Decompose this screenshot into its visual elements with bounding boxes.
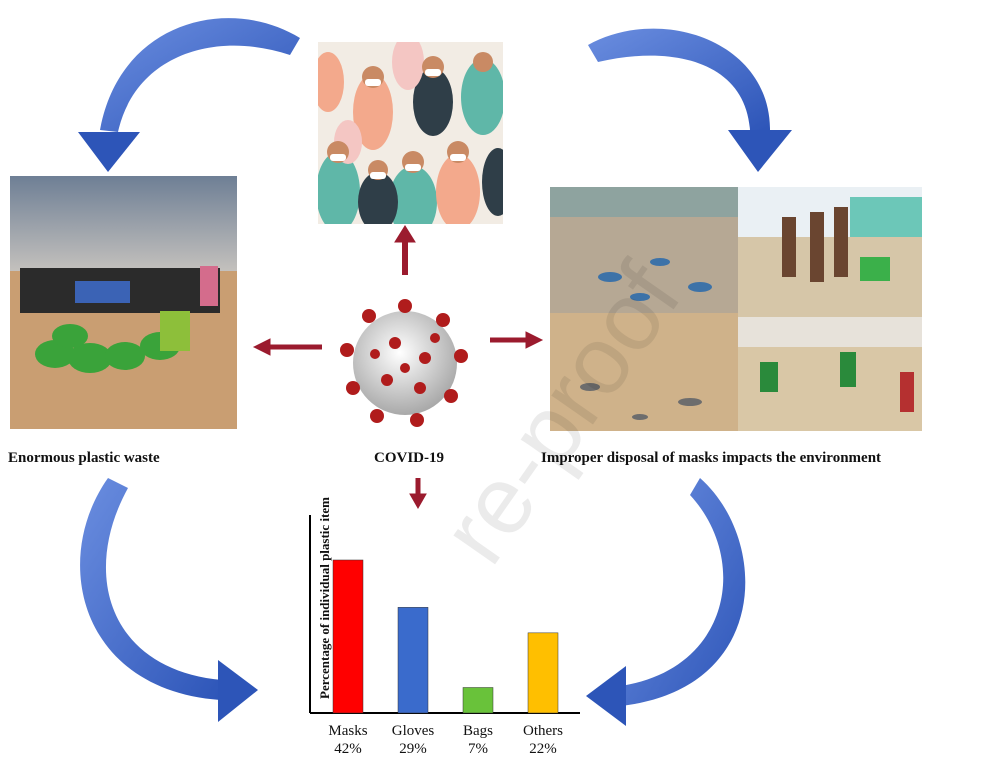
collage-scene <box>550 187 922 431</box>
improper-disposal-collage <box>550 187 922 431</box>
masked-crowd-image <box>318 42 503 224</box>
bar-bags <box>462 687 494 714</box>
curved-arrow-top-right <box>588 28 770 130</box>
arrowhead-top-left <box>78 132 140 172</box>
beach-cleanup-photo <box>10 176 237 429</box>
red-arrow-right-head <box>525 331 544 349</box>
red-arrow-left-head <box>252 338 271 356</box>
red-arrow-down-head <box>409 493 427 510</box>
virus-graphic <box>340 299 468 427</box>
category-label-line: 42% <box>334 741 362 757</box>
arrowhead-top-right <box>728 130 792 172</box>
category-label-masks: Masks 42% <box>313 722 383 758</box>
category-label-gloves: Gloves 29% <box>378 722 448 758</box>
cleanup-scene <box>10 176 237 429</box>
caption-left: Enormous plastic waste <box>8 450 160 466</box>
category-label-bags: Bags 7% <box>443 722 513 758</box>
category-label-others: Others 22% <box>508 722 578 758</box>
curved-arrow-bottom-right <box>620 478 746 706</box>
bar-gloves <box>397 607 429 714</box>
bar-others <box>527 632 559 714</box>
category-label-line: 29% <box>399 741 427 757</box>
crowd-figures <box>318 42 503 224</box>
category-label-line: Bags <box>463 723 493 739</box>
caption-center: COVID-19 <box>374 450 444 466</box>
arrowhead-bottom-left <box>218 660 258 722</box>
arrowhead-bottom-right <box>586 666 626 726</box>
category-label-line: Others <box>523 723 563 739</box>
bar-chart <box>309 515 580 714</box>
category-label-line: 22% <box>529 741 557 757</box>
red-arrow-up-head <box>394 225 416 243</box>
category-label-line: 7% <box>468 741 488 757</box>
curved-arrow-top-left <box>100 18 300 132</box>
category-label-line: Masks <box>328 723 368 739</box>
category-label-line: Gloves <box>391 723 435 739</box>
caption-right: Improper disposal of masks impacts the e… <box>541 450 882 466</box>
coronavirus-image <box>325 288 485 438</box>
bar-masks <box>332 559 364 714</box>
curved-arrow-bottom-left <box>80 478 223 700</box>
